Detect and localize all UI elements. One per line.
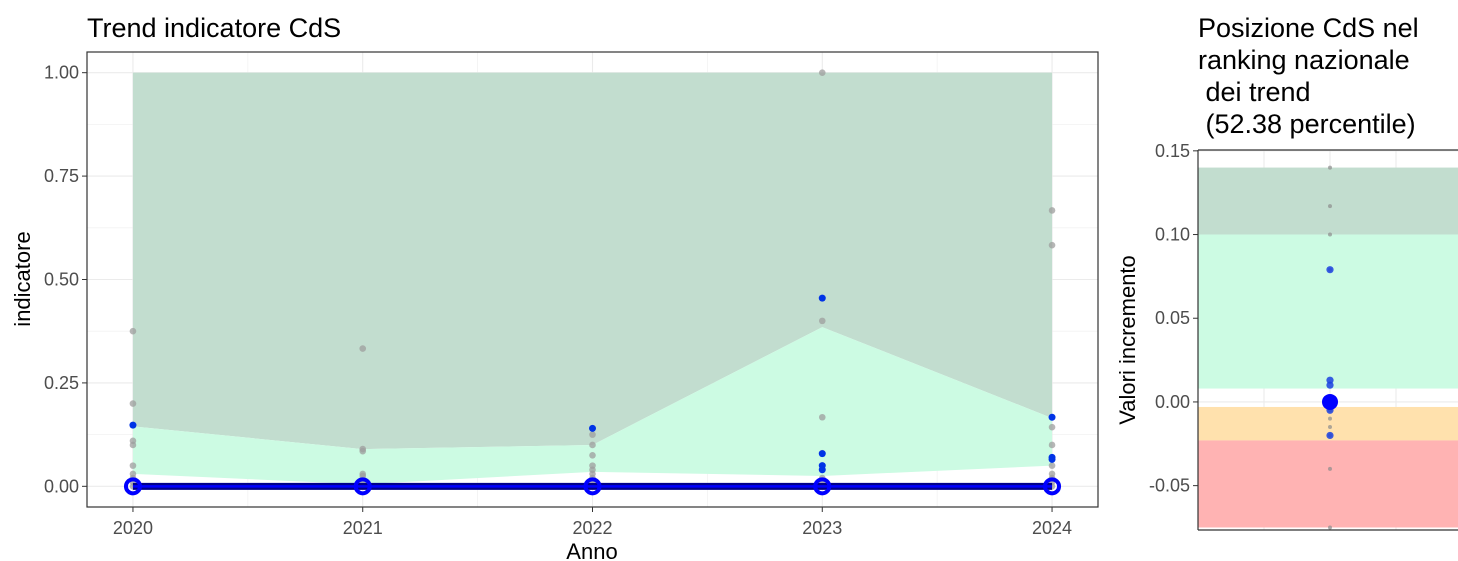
grey-point — [129, 327, 137, 335]
blue-point — [1048, 455, 1056, 463]
x-tick-label: 2020 — [113, 518, 153, 538]
blue-point — [1326, 376, 1334, 384]
grey-point — [1328, 165, 1332, 170]
y-tick-label: 0.50 — [44, 270, 79, 290]
grey-point — [1328, 416, 1332, 421]
blue-point — [1048, 413, 1056, 421]
grey-point — [129, 462, 137, 469]
y-tick-label: 0.00 — [1155, 392, 1190, 412]
band-1 — [132, 327, 1053, 485]
blue-point — [818, 294, 826, 302]
blue-point — [818, 466, 826, 474]
y-axis-title-2: Valori incremento — [1115, 255, 1140, 425]
bands — [132, 72, 1053, 485]
title-line: ranking nazionale — [1198, 45, 1410, 75]
plot-border-2 — [1197, 149, 1458, 531]
grey-point — [1328, 204, 1332, 209]
y-tick-label: -0.05 — [1149, 476, 1190, 496]
trend-panel: Trend indicatore CdS 0.00 0.25 0.50 0.75 1.0… — [10, 13, 1099, 561]
cds-point — [1043, 477, 1062, 496]
title-line: dei trend — [1198, 77, 1311, 107]
blue-point — [129, 421, 137, 429]
grey-point — [359, 447, 367, 455]
grey-point — [1048, 207, 1056, 214]
cds-point — [353, 477, 372, 496]
grey-point — [129, 400, 137, 407]
blue-point — [1326, 266, 1334, 274]
band-0 — [132, 72, 1053, 450]
grey-point — [1328, 425, 1332, 430]
band-1 — [1198, 234, 1458, 389]
grey-point — [1328, 232, 1332, 237]
band-3 — [1198, 440, 1458, 528]
cds-point — [123, 477, 142, 496]
y-tick-label: 0.75 — [44, 166, 79, 186]
blue-point — [589, 424, 596, 432]
x-tick-label: 2024 — [1032, 518, 1072, 538]
blue-point — [818, 450, 826, 458]
grey-point — [818, 413, 826, 421]
grey-point — [818, 317, 826, 325]
points — [123, 69, 1062, 496]
y-tick-label: 0.15 — [1155, 141, 1190, 161]
grey-point — [1328, 525, 1332, 530]
cds-point — [1322, 393, 1338, 410]
grey-point — [359, 345, 367, 352]
points-2 — [1322, 165, 1338, 530]
x-tick-label: 2021 — [343, 518, 383, 538]
grey-point — [589, 441, 596, 449]
x-tick-label: 2022 — [572, 518, 612, 538]
y-axis-2: -0.05 0.00 0.05 0.10 0.15 — [1149, 141, 1198, 496]
grey-point — [589, 451, 596, 459]
y-tick-label: 0.05 — [1155, 308, 1190, 328]
x-axis-title: Anno — [566, 539, 617, 561]
y-axis-title: indicatore — [10, 231, 35, 326]
y-tick-label: 0.25 — [44, 373, 79, 393]
grey-point — [1048, 441, 1056, 449]
y-axis: 0.00 0.25 0.50 0.75 1.00 — [44, 63, 87, 496]
grey-point — [589, 431, 596, 438]
grey-point — [129, 441, 137, 449]
chart-title: Trend indicatore CdS — [87, 13, 341, 43]
blue-point — [1326, 431, 1334, 440]
bands-2 — [1198, 167, 1458, 528]
y-tick-label: 0.10 — [1155, 225, 1190, 245]
cds-point — [583, 477, 602, 496]
grey-point — [1048, 462, 1056, 469]
y-tick-label: 1.00 — [44, 63, 79, 83]
cds-point — [813, 477, 832, 496]
x-axis: 2020 2021 2022 2023 2024 — [113, 507, 1072, 538]
blue-point — [1326, 381, 1334, 389]
grey-point — [1048, 423, 1056, 431]
grey-point — [1328, 466, 1332, 471]
band-0 — [1198, 167, 1458, 235]
title-line: (52.38 percentile) — [1198, 109, 1416, 139]
x-tick-label: 2023 — [802, 518, 842, 538]
grey-point — [1048, 241, 1056, 249]
y-tick-label: 0.00 — [44, 476, 79, 496]
grey-point — [818, 69, 826, 76]
title-line: Posizione CdS nel — [1198, 13, 1419, 43]
